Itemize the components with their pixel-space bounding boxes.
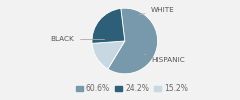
Wedge shape — [108, 8, 158, 74]
Wedge shape — [92, 8, 125, 43]
Text: WHITE: WHITE — [139, 7, 174, 15]
Text: BLACK: BLACK — [50, 36, 104, 42]
Wedge shape — [92, 41, 125, 69]
Text: HISPANIC: HISPANIC — [144, 54, 186, 63]
Legend: 60.6%, 24.2%, 15.2%: 60.6%, 24.2%, 15.2% — [73, 81, 191, 96]
